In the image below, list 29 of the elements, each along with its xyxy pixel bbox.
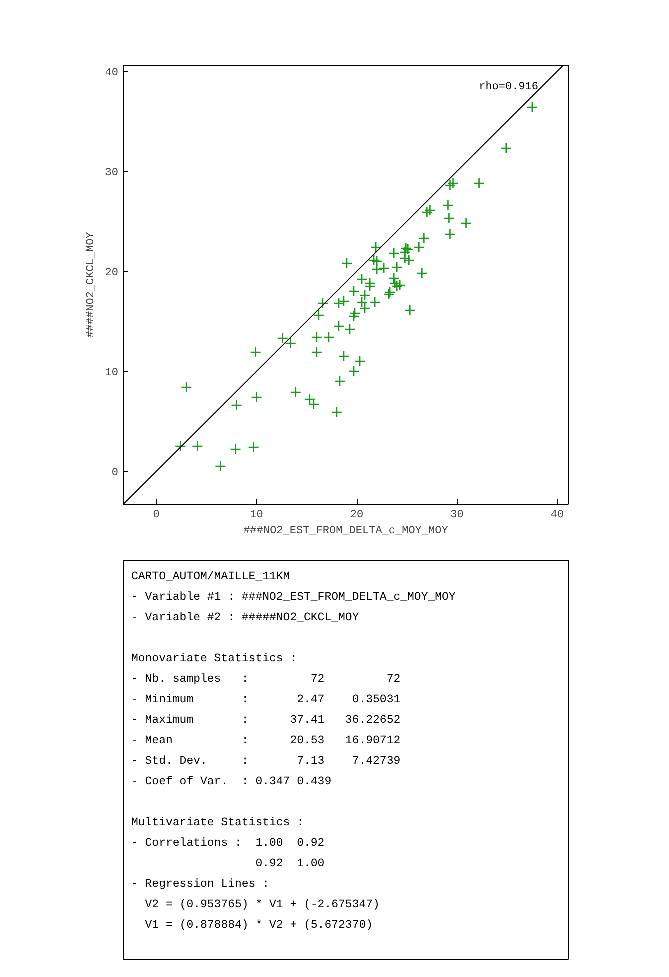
y-tick-label: 20	[105, 268, 118, 280]
text: - Minimum : 2.47 0.35031	[131, 694, 401, 706]
x-axis-title: ###NO2_EST_FROM_DELTA_c_MOY_MOY	[244, 526, 449, 538]
text: 0.92 1.00	[131, 858, 325, 870]
text: - Mean : 20.53 16.90712	[131, 734, 401, 748]
text: - Variable #2 : #####NO2_CKCL_MOY	[131, 612, 360, 624]
y-tick-label: 40	[105, 68, 118, 80]
x-tick-label: 10	[250, 510, 264, 522]
text: - Maximum : 37.41 36.22652	[131, 714, 401, 727]
text: CARTO_AUTOM/MAILLE_11KM	[131, 570, 290, 584]
text: - Regression Lines :	[131, 878, 270, 891]
y-axis-title: ####NO2_CKCL_MOY	[85, 232, 98, 338]
text: V1 = (0.878884) * V2 + (5.672370)	[131, 919, 374, 932]
y-tick-label: 30	[105, 168, 118, 180]
text: - Nb. samples : 72 72	[131, 673, 401, 686]
x-tick-label: 30	[450, 510, 464, 522]
text: - Correlations : 1.00 0.92	[131, 837, 325, 850]
x-tick-label: 0	[153, 510, 160, 522]
text: Multivariate Statistics :	[131, 816, 304, 830]
y-tick-label: 0	[112, 468, 119, 480]
text: V2 = (0.953765) * V1 + (-2.675347)	[131, 898, 380, 912]
annotation: rho=0.916	[479, 82, 539, 94]
x-tick-label: 20	[350, 510, 364, 522]
text: - Coef of Var. : 0.347 0.439	[131, 776, 332, 788]
y-tick-label: 10	[105, 368, 118, 380]
text: - Variable #1 : ###NO2_EST_FROM_DELTA_c_MOY_MOY	[131, 591, 456, 604]
text: Monovariate Statistics :	[131, 652, 298, 666]
text: - Std. Dev. : 7.13 7.42739	[131, 755, 401, 768]
x-tick-label: 40	[550, 510, 564, 522]
